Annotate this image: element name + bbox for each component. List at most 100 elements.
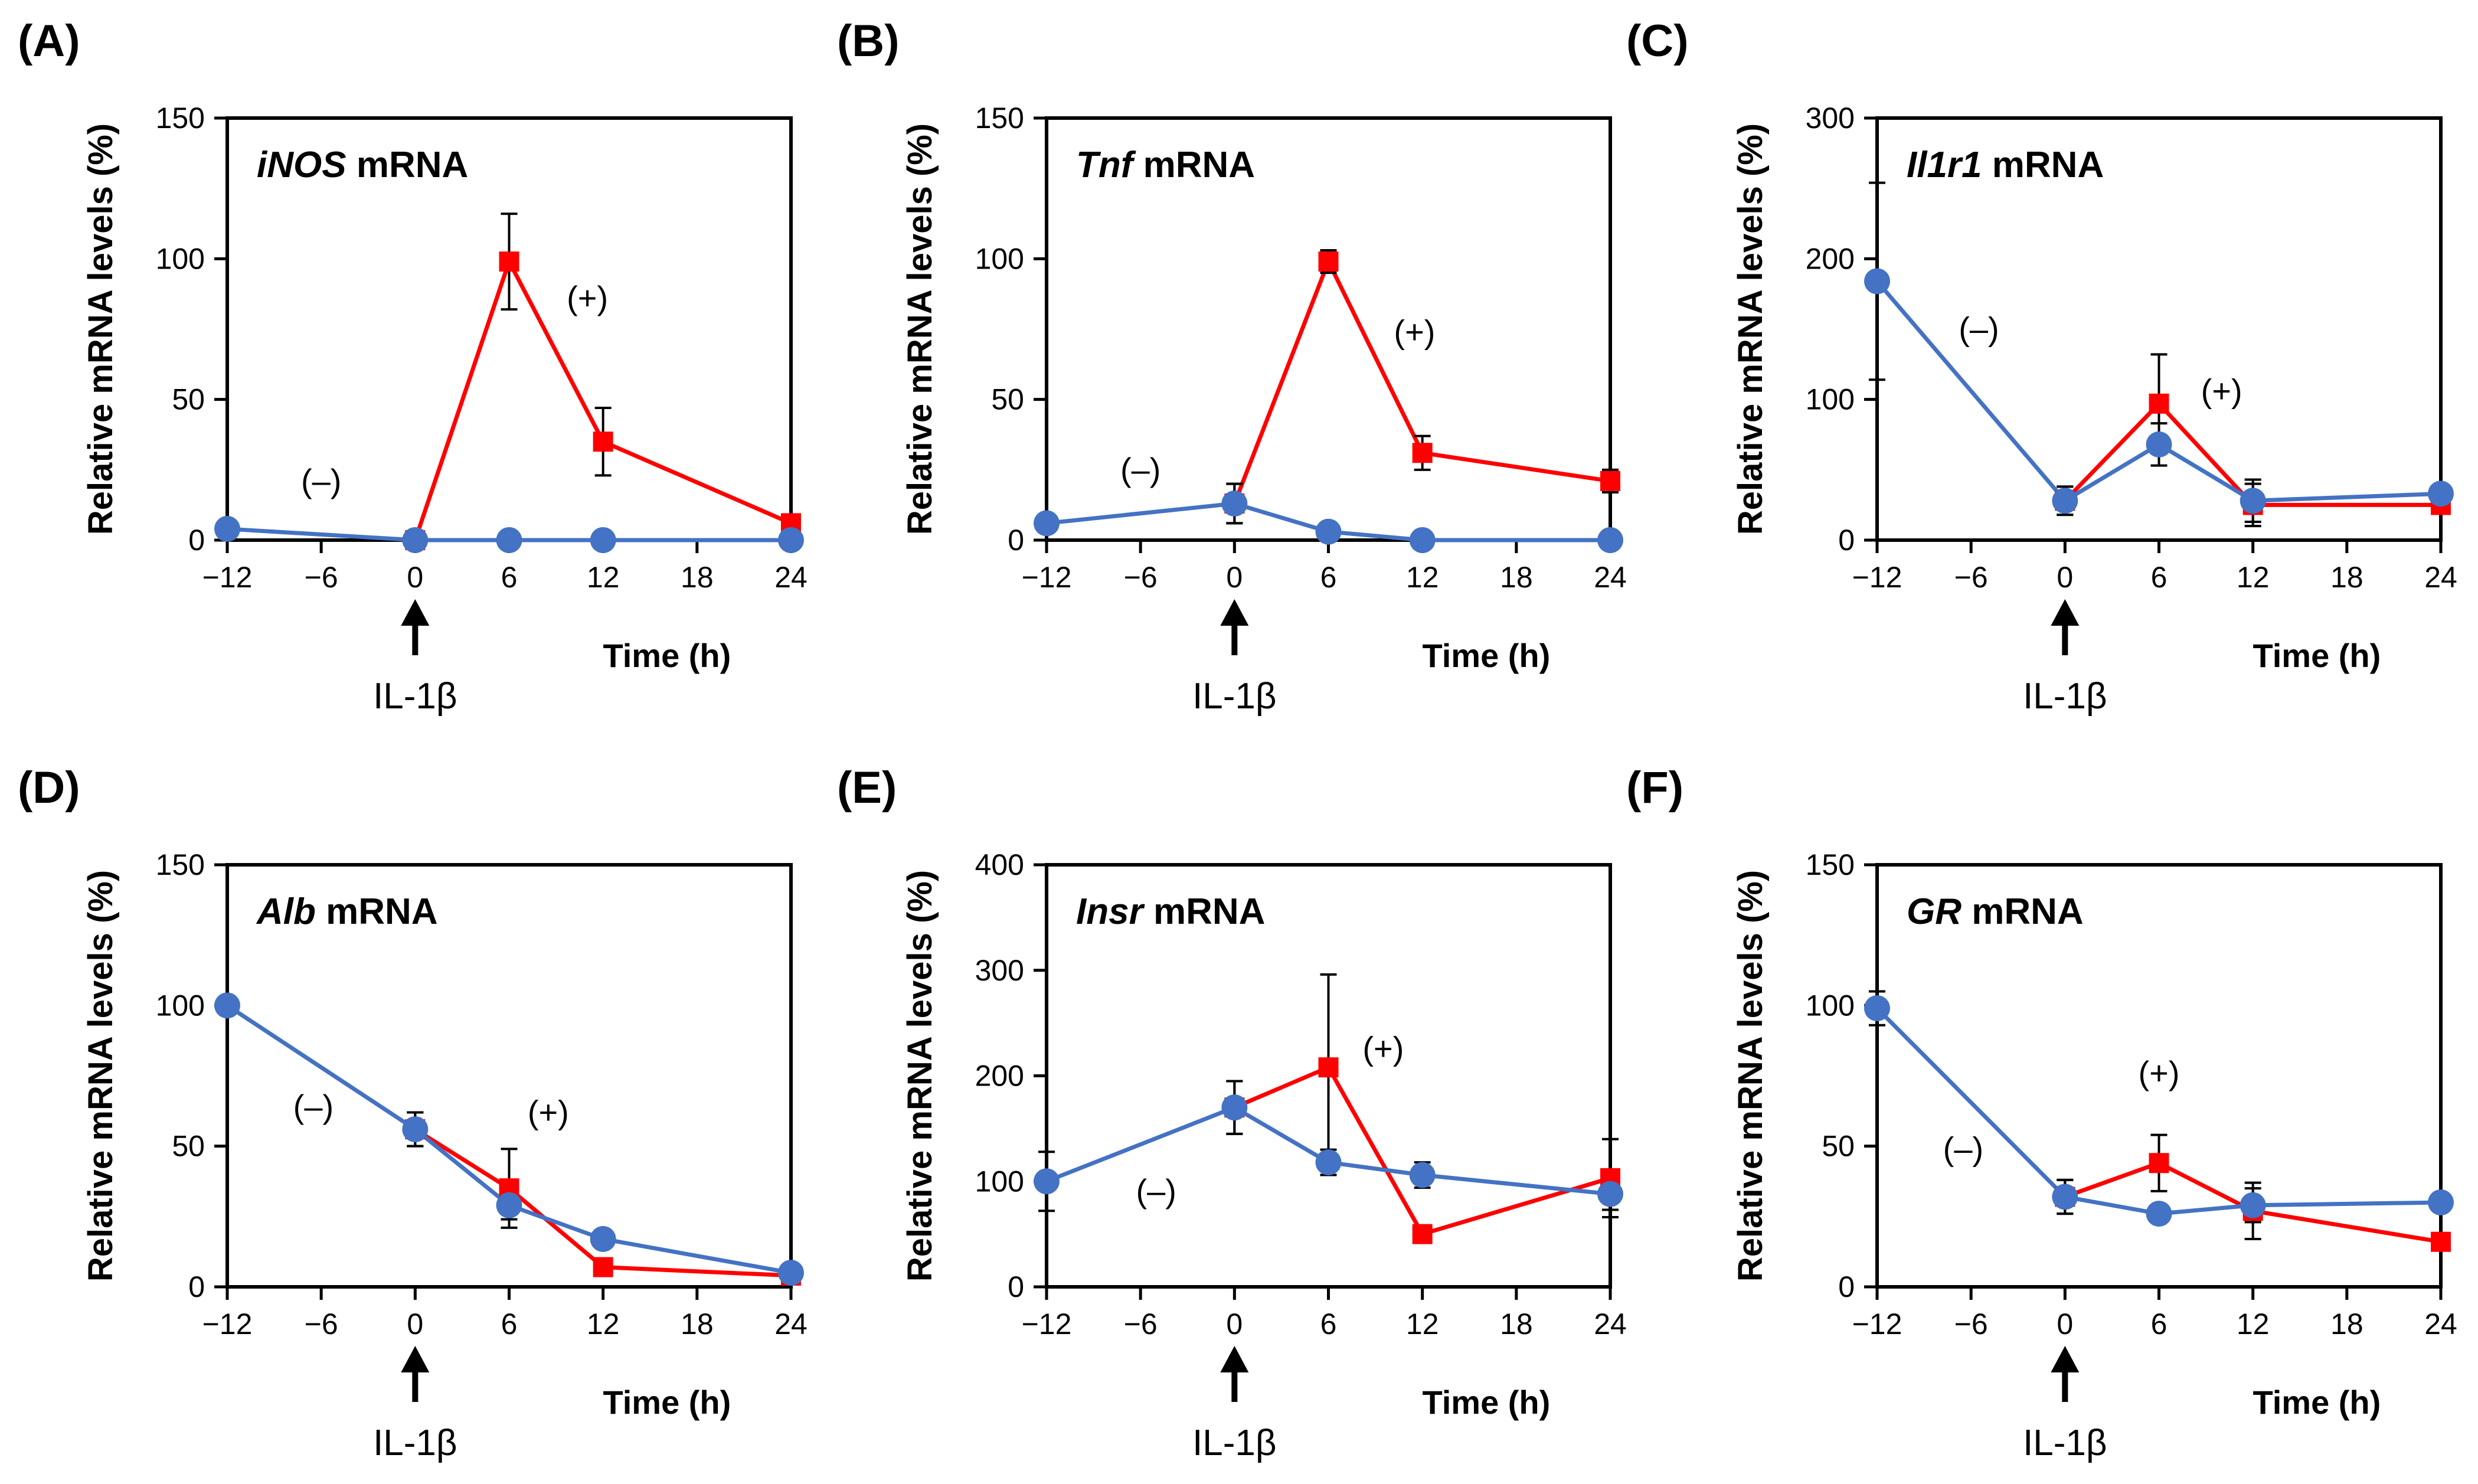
stimulus-label: IL-1β [1192, 676, 1277, 717]
data-point-minus [214, 992, 240, 1019]
x-tick-label: 24 [774, 1308, 808, 1341]
x-tick-label: −12 [1852, 561, 1902, 594]
series-annotation: (–) [1959, 310, 1999, 348]
x-tick-label: −12 [1022, 561, 1072, 594]
y-axis-label: Relative mRNA levels (%) [901, 123, 939, 535]
stimulus-label: IL-1β [373, 1423, 457, 1463]
data-point-minus [1315, 1149, 1342, 1176]
data-point-minus [1221, 1094, 1248, 1121]
y-axis-label: Relative mRNA levels (%) [81, 870, 120, 1282]
x-tick-label: 12 [587, 1308, 620, 1341]
series-line-plus [413, 259, 792, 541]
y-tick-label: 150 [156, 102, 205, 135]
x-tick-label: 0 [1226, 561, 1243, 594]
x-tick-label: 18 [1500, 1308, 1533, 1341]
y-tick-label: 0 [188, 1270, 205, 1303]
x-tick-label: −12 [202, 561, 253, 594]
y-axis-label: Relative mRNA levels (%) [1731, 870, 1770, 1282]
series-annotation: (–) [293, 1088, 334, 1125]
x-tick-label: 0 [2057, 1308, 2073, 1341]
series-annotation: (+) [528, 1094, 569, 1131]
chart-panel-1: (A) −12 −6 0 6 12 18 24 0 50 100 150 Relative mRNA l… [18, 16, 808, 717]
chart-panel-2: (B) −12 −6 0 6 12 18 24 0 50 100 150 Relative mRNA l… [837, 16, 1627, 717]
data-point-minus [1034, 510, 1060, 537]
x-tick-label: 24 [1594, 561, 1627, 594]
chart-title: Alb mRNA [256, 891, 438, 932]
x-axis-label: Time (h) [2253, 637, 2381, 674]
panel-label: (A) [18, 16, 80, 66]
chart-title-suffix: mRNA [346, 145, 469, 185]
chart-panel-6: (F) −12 −6 0 6 12 18 24 0 50 100 150 Relative mRNA l… [1626, 763, 2457, 1463]
y-tick-label: 50 [172, 383, 205, 416]
y-tick-label: 100 [1806, 989, 1855, 1022]
series-line-minus [226, 1004, 792, 1275]
y-tick-label: 100 [1806, 383, 1855, 416]
stimulus-arrow-head [1220, 1346, 1249, 1372]
series-annotation: (+) [1394, 313, 1435, 350]
y-tick-label: 100 [156, 989, 205, 1022]
y-tick-label: 300 [1806, 102, 1855, 135]
x-tick-label: 6 [2151, 1308, 2168, 1341]
panel-label: (B) [837, 16, 900, 66]
x-tick-label: −6 [1124, 1308, 1158, 1341]
x-tick-label: 18 [1500, 561, 1533, 594]
data-point-plus [1318, 251, 1339, 272]
series-annotation: (–) [301, 462, 341, 499]
data-point-plus [593, 432, 613, 452]
x-tick-label: −6 [305, 561, 338, 594]
x-tick-label: 6 [2151, 561, 2168, 594]
series-annotation: (–) [1943, 1130, 1983, 1168]
y-tick-label: 200 [975, 1060, 1024, 1093]
series-line-plus [1233, 259, 1611, 505]
chart-title-suffix: mRNA [1962, 891, 2084, 932]
data-point-minus [1315, 518, 1342, 545]
series-annotation: (+) [2201, 372, 2242, 409]
x-tick-label: 24 [774, 561, 808, 594]
stimulus-label: IL-1β [373, 676, 457, 717]
y-tick-label: 0 [1838, 524, 1855, 557]
chart-title-suffix: mRNA [1982, 145, 2104, 185]
data-point-minus [1409, 1162, 1436, 1188]
data-point-minus [2240, 488, 2266, 514]
y-tick-label: 400 [975, 848, 1024, 881]
data-point-plus [1600, 470, 1620, 491]
data-point-plus [2431, 1231, 2451, 1252]
x-tick-label: 12 [587, 561, 620, 594]
x-tick-label: 6 [501, 561, 518, 594]
x-tick-label: −12 [202, 1308, 253, 1341]
x-tick-label: 6 [1320, 561, 1337, 594]
data-point-minus [2146, 431, 2172, 457]
data-point-plus [2149, 1153, 2169, 1174]
data-point-minus [590, 1225, 616, 1252]
y-axis-label: Relative mRNA levels (%) [1731, 123, 1770, 535]
x-tick-label: 24 [2424, 1308, 2457, 1341]
x-axis-label: Time (h) [603, 1384, 731, 1421]
chart-title-gene: Insr [1076, 891, 1145, 932]
x-tick-label: 6 [501, 1308, 518, 1341]
y-tick-label: 300 [975, 954, 1024, 987]
y-tick-label: 150 [975, 102, 1024, 135]
y-tick-label: 200 [1806, 242, 1855, 275]
data-point-minus [778, 527, 804, 553]
series-annotation: (–) [1136, 1172, 1176, 1210]
data-point-minus [1034, 1168, 1060, 1195]
data-point-plus [499, 251, 519, 272]
chart-panel-5: (E) −12 −6 0 6 12 18 24 0 100 200 300 400 Relative mR… [837, 763, 1627, 1463]
stimulus-label: IL-1β [1192, 1423, 1277, 1463]
stimulus-arrow-head [2051, 1346, 2080, 1372]
chart-title-gene: Il1r1 [1907, 145, 1982, 185]
x-tick-label: 12 [2237, 1308, 2270, 1341]
panel-label: (F) [1626, 763, 1683, 813]
y-tick-label: 150 [156, 848, 205, 881]
x-tick-label: −6 [1954, 561, 1988, 594]
x-axis-label: Time (h) [1423, 1384, 1551, 1421]
data-point-plus [1412, 443, 1433, 463]
series-line-plus [2063, 401, 2441, 507]
chart-title-suffix: mRNA [316, 891, 438, 932]
x-tick-label: 6 [1320, 1308, 1337, 1341]
x-tick-label: 12 [2237, 561, 2270, 594]
y-tick-label: 50 [172, 1130, 205, 1163]
data-point-minus [214, 515, 240, 542]
y-tick-label: 150 [1806, 848, 1855, 881]
